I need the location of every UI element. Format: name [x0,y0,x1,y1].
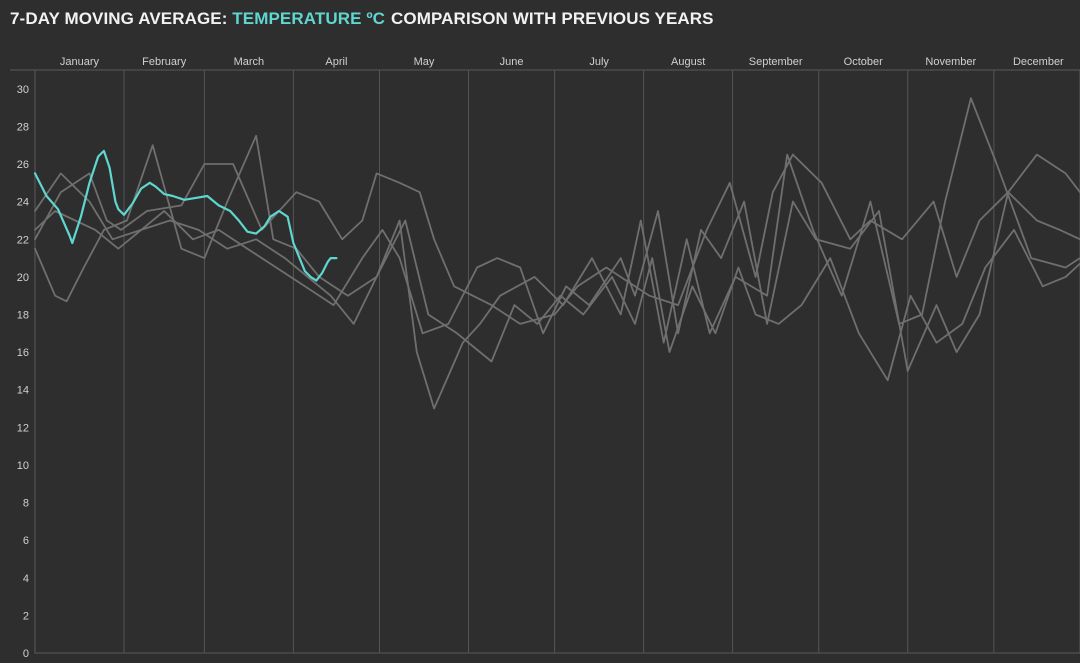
y-tick-label: 0 [23,648,29,660]
month-labels: January February March April May June July Augu… [60,56,1064,68]
y-tick-label: 16 [17,347,29,359]
title-suffix: COMPARISON WITH PREVIOUS YEARS [391,9,714,28]
series-line-previous-year [34,97,1080,410]
y-tick-label: 6 [23,535,29,547]
month-label-march: March [234,56,265,68]
plot-frame [34,69,1080,654]
series-line-previous-year [34,172,1080,382]
month-label-april: April [325,56,347,68]
y-tick-label: 10 [17,460,29,472]
series-line-previous-year [34,191,1080,372]
y-tick-label: 28 [17,121,29,133]
y-tick-label: 18 [17,309,29,321]
chart-title: 7-DAY MOVING AVERAGE: TEMPERATURE ºC COMP… [10,9,714,29]
month-label-december: December [1013,56,1064,68]
y-tick-label: 14 [17,385,29,397]
y-tick-label: 30 [17,84,29,96]
month-label-july: July [589,56,609,68]
y-tick-label: 22 [17,234,29,246]
month-label-may: May [414,56,435,68]
series-layer [33,97,1080,410]
month-label-november: November [925,56,976,68]
month-label-september: September [749,56,803,68]
title-prefix: 7-DAY MOVING AVERAGE: [10,9,233,28]
month-label-february: February [142,56,187,68]
y-tick-label: 24 [17,197,29,209]
y-tick-label: 4 [23,573,29,585]
month-label-january: January [60,56,100,68]
month-label-august: August [671,56,705,68]
month-dividers [123,70,995,653]
month-label-june: June [500,56,524,68]
y-tick-label: 20 [17,272,29,284]
month-label-october: October [844,56,883,68]
y-tick-label: 26 [17,159,29,171]
y-tick-label: 12 [17,422,29,434]
title-highlight: TEMPERATURE ºC [232,9,386,28]
y-tick-label: 8 [23,498,29,510]
series-line-current-year [33,149,338,282]
y-tick-label: 2 [23,610,29,622]
